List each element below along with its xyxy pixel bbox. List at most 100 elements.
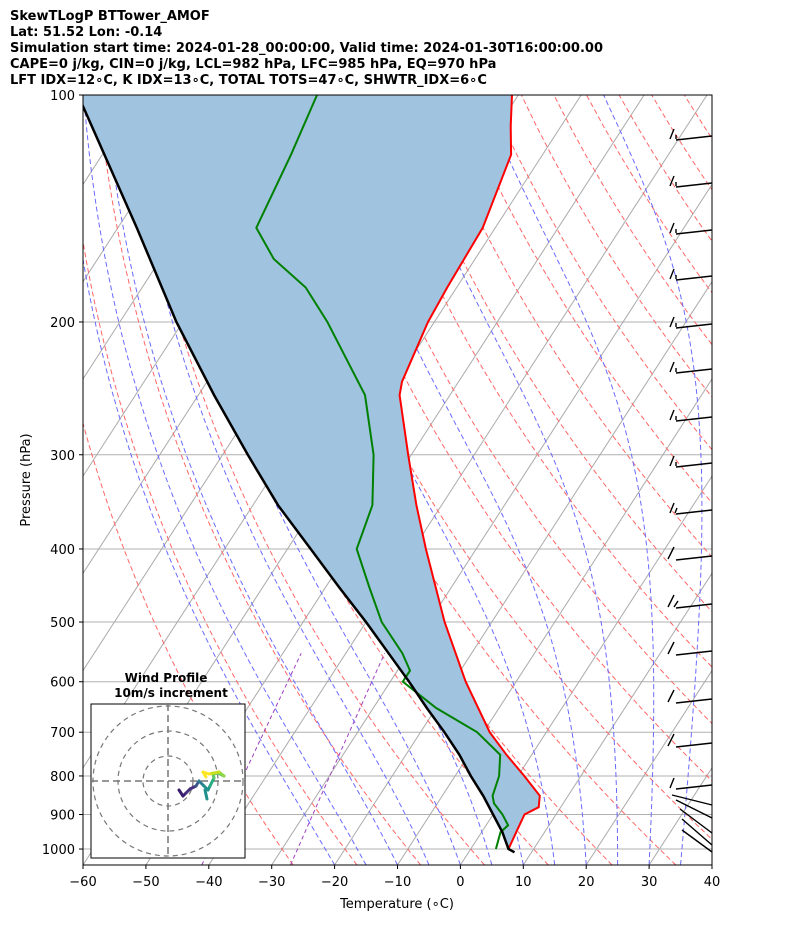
dewpoint-line	[255, 95, 510, 850]
wind-barb	[675, 229, 713, 235]
moist-adiabat-line	[183, 95, 493, 865]
wind-barb	[675, 742, 713, 748]
chart-title-line-5: LFT IDX=12∘C, K IDX=13∘C, TOTAL TOTS=47∘…	[10, 73, 487, 88]
y-axis-ticks: 100 200 300 400 500 600 700 800 900 1000	[42, 89, 83, 858]
wind-barb-flag	[669, 777, 675, 789]
isotherm-line	[648, 766, 712, 865]
x-tick-label: −30	[258, 875, 285, 890]
wind-barb-flag	[667, 733, 675, 747]
wind-barb	[671, 794, 713, 806]
wind-profile-subtitle: 10m/s increment	[114, 686, 228, 700]
wind-barb	[675, 784, 713, 790]
x-tick-label: 0	[456, 875, 464, 890]
wind-profile-inset: Wind Profile 10m/s increment	[90, 671, 246, 859]
wind-barb	[675, 323, 713, 329]
x-tick-label: −60	[69, 875, 96, 890]
chart-title-line-1: SkewTLogP BTTower_AMOF	[10, 9, 210, 24]
wind-barb	[675, 650, 713, 656]
y-tick-label: 100	[50, 89, 75, 104]
x-tick-label: 40	[704, 875, 721, 890]
dry-adiabat-line	[553, 95, 712, 346]
dry-adiabat-line	[618, 95, 712, 242]
y-tick-label: 400	[50, 543, 75, 558]
chart-title-line-2: Lat: 51.52 Lon: -0.14	[10, 25, 163, 40]
dry-adiabat-line	[227, 95, 677, 865]
dry-adiabat-line	[683, 95, 712, 140]
y-tick-label: 700	[50, 726, 75, 741]
dry-adiabat-line	[83, 421, 294, 865]
wind-barb-flag	[669, 128, 675, 140]
isotherm-line	[459, 475, 712, 865]
y-tick-label: 500	[50, 616, 75, 631]
wind-barb-flag	[669, 409, 675, 421]
isotherm-line	[0, 95, 78, 865]
x-tick-label: −20	[321, 875, 348, 890]
moist-adiabat-line	[104, 95, 398, 865]
wind-barb	[675, 509, 713, 515]
wind-barb-flag	[669, 316, 675, 328]
moist-adiabat-line	[83, 256, 336, 865]
y-tick-label: 200	[50, 316, 75, 331]
x-tick-label: −10	[384, 875, 411, 890]
dry-adiabat-line	[83, 238, 358, 865]
wind-barb-flag	[667, 546, 675, 560]
isotherm-line	[711, 864, 712, 865]
isotherm-line	[271, 183, 712, 865]
y-tick-label: 900	[50, 809, 75, 824]
wind-profile-title: Wind Profile	[125, 671, 208, 685]
dry-adiabat-line	[717, 95, 794, 865]
wind-barb-flag	[669, 502, 675, 514]
x-tick-label: 30	[641, 875, 658, 890]
wind-barb	[675, 555, 713, 561]
chart-title-line-3: Simulation start time: 2024-01-28_00:00:…	[10, 41, 603, 56]
y-tick-label: 300	[50, 449, 75, 464]
moist-adiabat-line	[127, 95, 430, 865]
isotherm-line	[585, 669, 712, 865]
wind-barb	[675, 416, 713, 422]
dry-adiabat-line	[162, 95, 549, 865]
dry-adiabat-line	[651, 95, 712, 191]
wind-barb-flag	[669, 268, 675, 280]
wind-barb	[681, 829, 713, 853]
cape-shading	[83, 95, 540, 853]
parcel-path-line	[83, 103, 516, 854]
wind-barb-flag	[667, 641, 675, 655]
hodograph-segment	[203, 788, 209, 801]
moist-adiabat-line	[603, 95, 703, 865]
dry-adiabat-line	[749, 95, 794, 865]
isotherm-line	[334, 280, 712, 865]
chart-title-line-4: CAPE=0 j/kg, CIN=0 j/kg, LCL=982 hPa, LF…	[10, 57, 497, 72]
dry-adiabat-line	[292, 95, 712, 782]
temperature-line	[398, 95, 541, 850]
wind-barb	[675, 182, 713, 188]
dry-adiabat-line	[782, 95, 794, 865]
dry-adiabat-line	[129, 95, 485, 865]
x-tick-label: 10	[515, 875, 532, 890]
wind-barb	[675, 603, 713, 609]
wind-barb	[679, 808, 713, 834]
dry-adiabat-line	[97, 95, 422, 865]
y-tick-label: 800	[50, 770, 75, 785]
x-axis-ticks: −60 −50 −40 −30 −20 −10 0 10 20 30 40	[69, 865, 720, 890]
x-axis-label: Temperature (∘C)	[339, 897, 454, 912]
isotherm-line	[522, 572, 712, 865]
x-tick-label: −40	[195, 875, 222, 890]
wind-barb	[675, 368, 713, 374]
wind-barb-flag	[669, 455, 675, 467]
wind-barb-flag	[669, 222, 675, 234]
wind-barb-flag	[673, 600, 679, 608]
hodograph-segment	[201, 770, 208, 779]
y-axis-label: Pressure (hPa)	[19, 433, 34, 526]
wind-barb	[675, 275, 713, 281]
wind-barb-flag	[674, 507, 678, 514]
wind-barb	[675, 698, 713, 704]
hodograph-segment	[207, 770, 221, 776]
wind-barb-flag	[669, 175, 675, 187]
dry-adiabat-line	[488, 95, 712, 451]
dry-adiabat-line	[390, 95, 712, 613]
x-tick-label: −50	[132, 875, 159, 890]
y-tick-label: 1000	[42, 843, 75, 858]
wind-barb-flag	[667, 689, 675, 703]
moist-adiabat-line	[388, 95, 619, 865]
data-layer	[83, 95, 541, 854]
